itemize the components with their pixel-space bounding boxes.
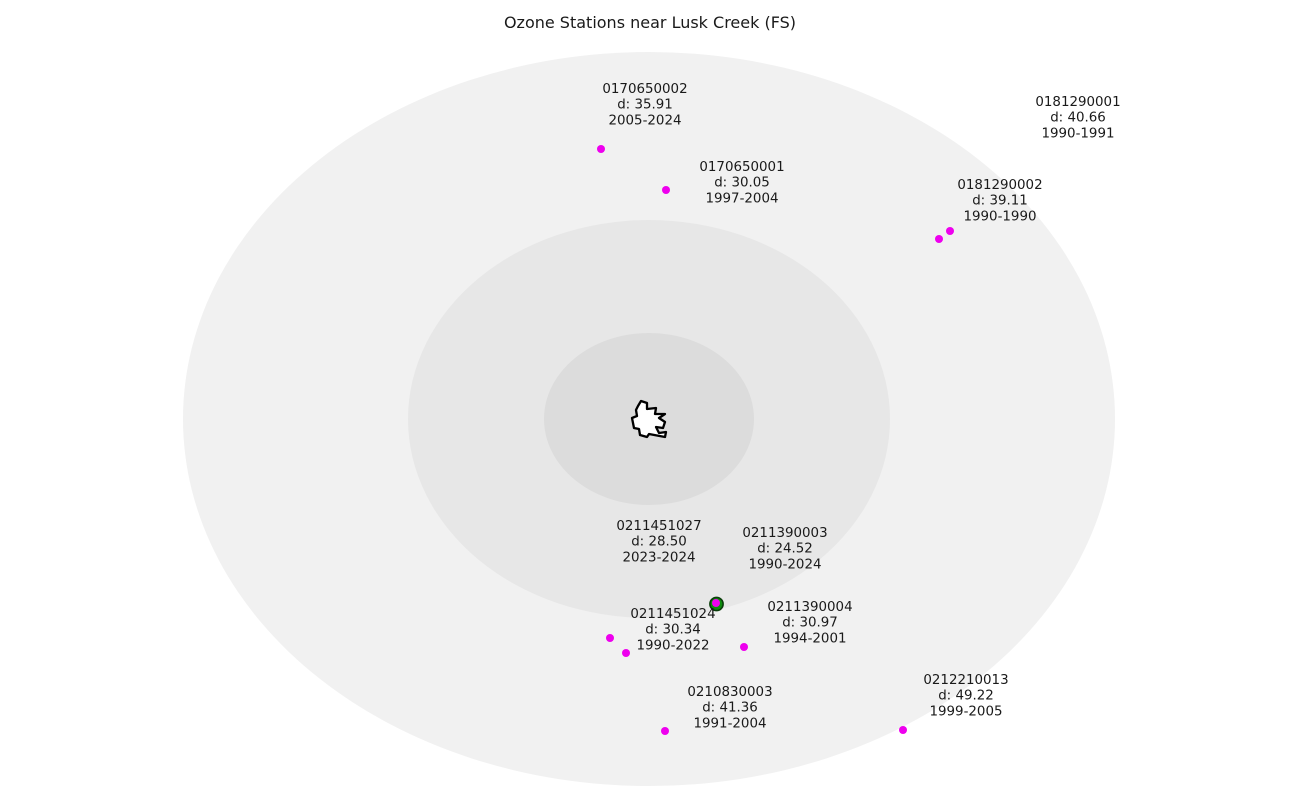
station-label-0181290002: 0181290002 d: 39.11 1990-1990: [957, 178, 1042, 225]
station-label-0211451027: 0211451027 d: 28.50 2023-2024: [616, 519, 701, 566]
station-dot-3: [935, 235, 943, 243]
station-dot-5: [606, 634, 614, 642]
station-label-0181290001: 0181290001 d: 40.66 1990-1991: [1035, 95, 1120, 142]
station-label-0211390003: 0211390003 d: 24.52 1990-2024: [742, 526, 827, 573]
station-dot-7: [740, 643, 748, 651]
station-dot-8: [661, 727, 669, 735]
station-dot-4: [712, 599, 720, 607]
station-dot-6: [622, 649, 630, 657]
station-dot-0: [597, 145, 605, 153]
station-label-0170650001: 0170650001 d: 30.05 1997-2004: [699, 160, 784, 207]
station-dot-2: [946, 227, 954, 235]
station-label-0212210013: 0212210013 d: 49.22 1999-2005: [923, 673, 1008, 720]
station-label-0170650002: 0170650002 d: 35.91 2005-2024: [602, 82, 687, 129]
station-label-0211390004: 0211390004 d: 30.97 1994-2001: [767, 600, 852, 647]
station-dot-1: [662, 186, 670, 194]
lusk-creek-boundary: [630, 399, 668, 439]
station-label-0210830003: 0210830003 d: 41.36 1991-2004: [687, 685, 772, 732]
station-label-0211451024: 0211451024 d: 30.34 1990-2022: [630, 607, 715, 654]
station-dot-9: [899, 726, 907, 734]
chart-title: Ozone Stations near Lusk Creek (FS): [503, 13, 797, 32]
